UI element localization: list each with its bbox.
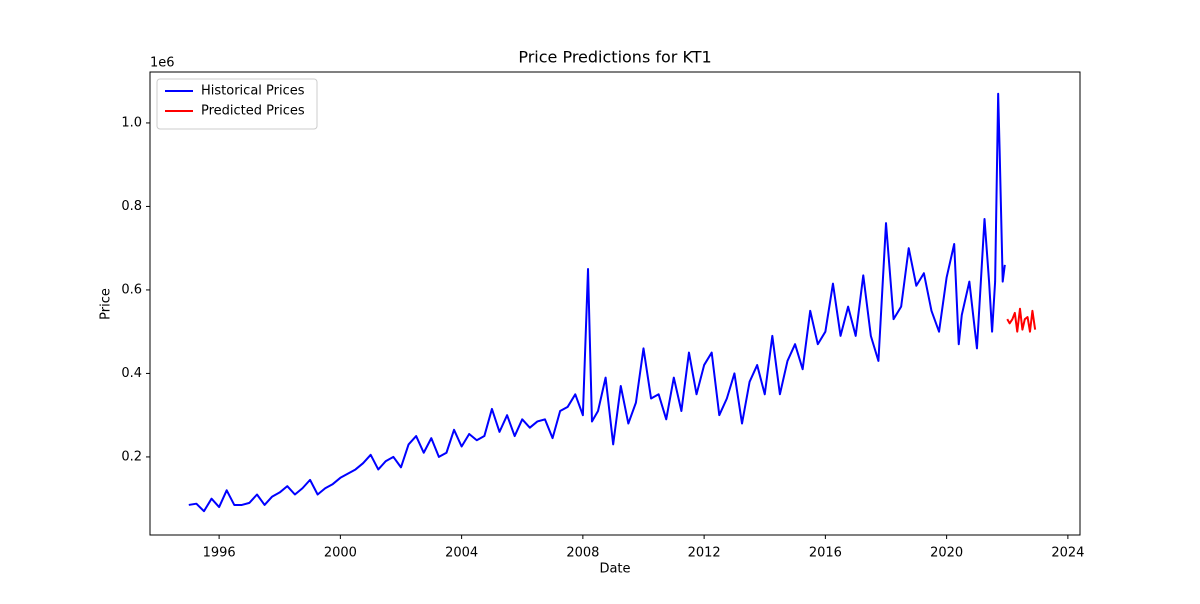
x-axis-label: Date [599,562,630,577]
y-tick-label: 0.4 [121,366,142,381]
y-tick-label: 0.2 [121,449,142,464]
y-tick-label: 0.6 [121,282,142,297]
x-tick-label: 2008 [566,546,599,561]
axes-frame [149,71,1081,536]
x-tick-label: 2012 [688,546,721,561]
x-tick-label: 1996 [203,546,236,561]
legend-box [156,78,318,130]
y-axis-label: Price [99,288,114,320]
x-tick-label: 2004 [445,546,478,561]
y-tick-label: 0.8 [121,199,142,214]
y-offset-label: 1e6 [150,56,175,71]
y-tick-label: 1.0 [121,115,142,130]
legend-label: Historical Prices [201,84,305,99]
x-tick-label: 2016 [809,546,842,561]
x-tick-label: 2000 [324,546,357,561]
x-tick-label: 2024 [1051,546,1084,561]
chart-title: Price Predictions for KT1 [518,48,711,67]
data-line [188,92,1006,513]
x-tick-label: 2020 [930,546,963,561]
legend-label: Predicted Prices [201,104,305,119]
data-line [1006,307,1037,333]
